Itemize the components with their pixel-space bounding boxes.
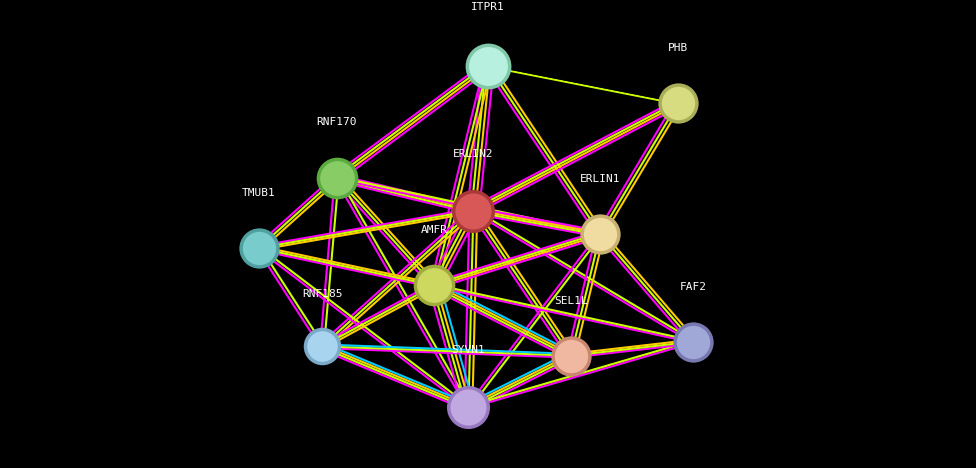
Point xyxy=(592,230,608,238)
Point xyxy=(685,338,701,345)
Point xyxy=(671,99,686,107)
Point xyxy=(314,343,330,350)
Point xyxy=(563,352,579,359)
Text: RNF185: RNF185 xyxy=(302,289,343,299)
Point xyxy=(251,244,266,252)
Text: FAF2: FAF2 xyxy=(679,282,707,292)
Text: TMUB1: TMUB1 xyxy=(242,188,275,198)
Point xyxy=(466,207,481,214)
Point xyxy=(592,230,608,238)
Text: PHB: PHB xyxy=(669,43,688,53)
Text: SEL1L: SEL1L xyxy=(554,296,588,306)
Text: ERLIN1: ERLIN1 xyxy=(580,174,621,184)
Point xyxy=(461,403,476,411)
Text: AMFR: AMFR xyxy=(421,225,448,235)
Text: ERLIN2: ERLIN2 xyxy=(453,149,494,159)
Point xyxy=(461,403,476,411)
Point xyxy=(563,352,579,359)
Point xyxy=(427,282,442,289)
Text: SYVN1: SYVN1 xyxy=(452,345,485,355)
Text: RNF170: RNF170 xyxy=(316,117,357,127)
Point xyxy=(251,244,266,252)
Point xyxy=(466,207,481,214)
Point xyxy=(685,338,701,345)
Point xyxy=(314,343,330,350)
Point xyxy=(480,62,496,69)
Point xyxy=(427,282,442,289)
Point xyxy=(329,174,345,182)
Point xyxy=(329,174,345,182)
Text: ITPR1: ITPR1 xyxy=(471,2,505,12)
Point xyxy=(480,62,496,69)
Point xyxy=(671,99,686,107)
